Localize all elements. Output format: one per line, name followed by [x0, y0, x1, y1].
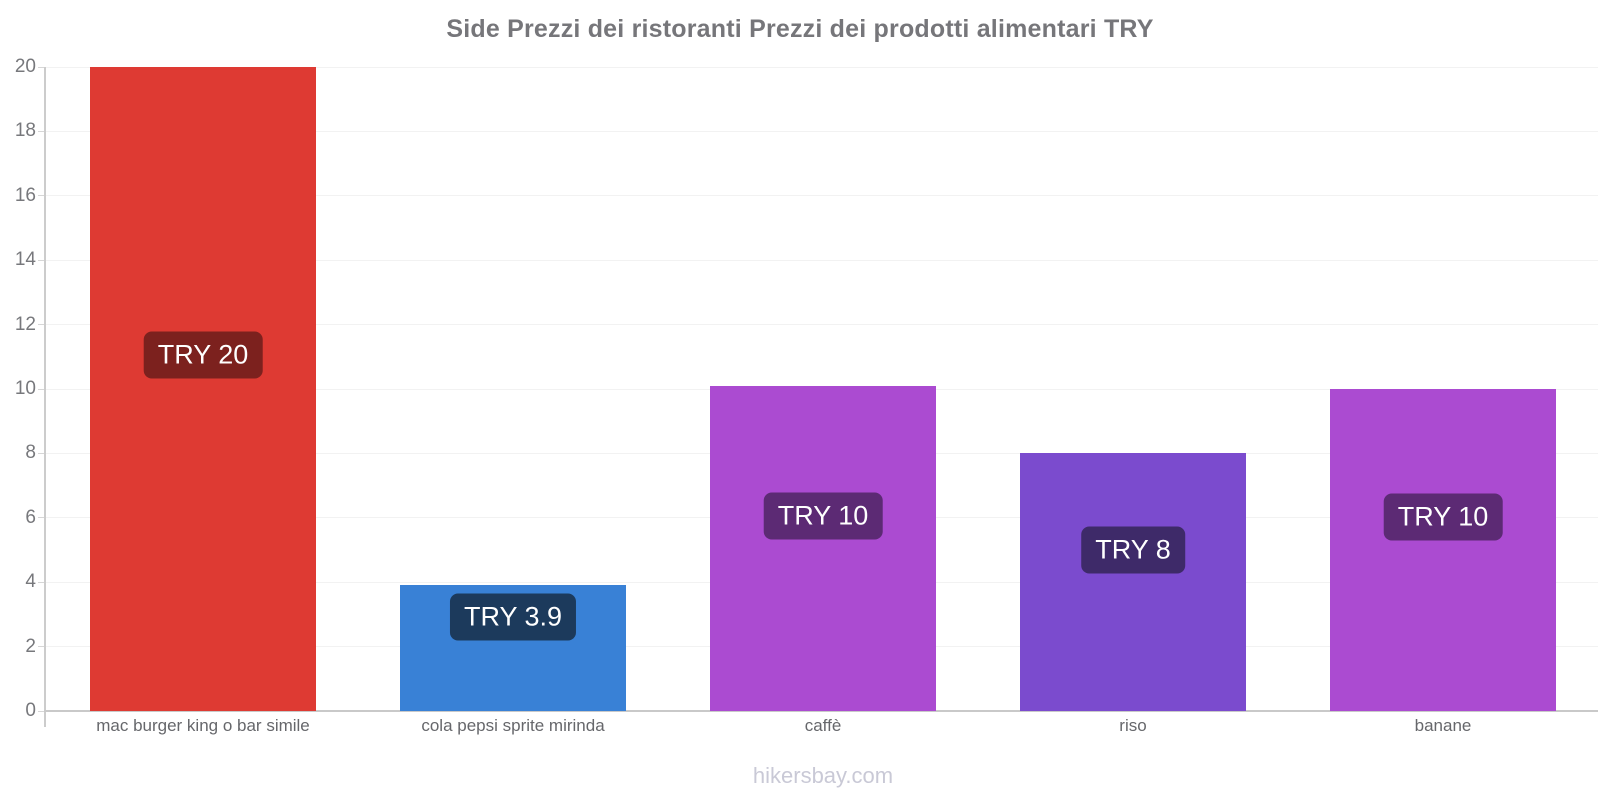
gridline-y-12: [46, 324, 1598, 326]
y-tick-label-14: 14: [14, 249, 36, 271]
gridline-y-20: [46, 66, 1598, 68]
y-tick-mark-2: [38, 646, 45, 648]
bar-mac-burger-king-o-bar-simile[interactable]: TRY 20: [90, 67, 316, 711]
category-label-mac-burger-king-o-bar-simile: mac burger king o bar simile: [96, 716, 310, 735]
y-tick-label-18: 18: [14, 120, 36, 142]
y-tick-mark-6: [38, 517, 45, 519]
category-label-riso: riso: [1119, 716, 1147, 735]
footer-watermark: hikersbay.com: [752, 763, 894, 788]
value-badge-banane: TRY 10: [1383, 493, 1503, 541]
category-label-cola-pepsi-sprite-mirinda: cola pepsi sprite mirinda: [421, 716, 605, 735]
bar-cola-pepsi-sprite-mirinda[interactable]: TRY 3.9: [400, 585, 626, 711]
chart-title: Side Prezzi dei ristoranti Prezzi dei pr…: [446, 15, 1154, 43]
y-tick-label-8: 8: [25, 442, 36, 464]
y-tick-label-10: 10: [14, 378, 36, 399]
bar-caff[interactable]: TRY 10: [710, 385, 936, 711]
y-tick-label-4: 4: [25, 571, 36, 593]
y-tick-label-0: 0: [25, 700, 36, 721]
y-tick-mark-8: [38, 452, 45, 454]
y-tick-mark-4: [38, 581, 45, 583]
bar-banane[interactable]: TRY 10: [1330, 389, 1556, 711]
bar-riso[interactable]: TRY 8: [1020, 453, 1246, 711]
y-tick-mark-12: [38, 324, 45, 326]
y-tick-mark-18: [38, 130, 45, 132]
value-badge-riso: TRY 8: [1081, 526, 1185, 574]
y-tick-mark-0: [38, 710, 45, 712]
y-tick-mark-16: [38, 195, 45, 197]
y-tick-label-16: 16: [14, 184, 36, 206]
category-label-caff: caffè: [804, 716, 842, 735]
y-tick-mark-10: [38, 388, 45, 390]
gridline-y-14: [46, 259, 1598, 261]
category-label-banane: banane: [1414, 716, 1472, 735]
y-tick-mark-20: [38, 66, 45, 68]
gridline-y-16: [46, 195, 1598, 197]
gridline-y-18: [46, 130, 1598, 132]
value-badge-cola-pepsi-sprite-mirinda: TRY 3.9: [449, 593, 577, 641]
y-tick-mark-14: [38, 259, 45, 261]
value-badge-caff: TRY 10: [763, 492, 883, 540]
y-tick-label-2: 2: [25, 635, 36, 657]
y-tick-label-6: 6: [25, 506, 36, 528]
y-tick-label-12: 12: [14, 313, 36, 335]
x-axis-line: [44, 710, 1598, 712]
y-axis-line: [44, 67, 46, 727]
value-badge-mac-burger-king-o-bar-simile: TRY 20: [143, 331, 263, 379]
y-tick-label-20: 20: [14, 56, 36, 77]
